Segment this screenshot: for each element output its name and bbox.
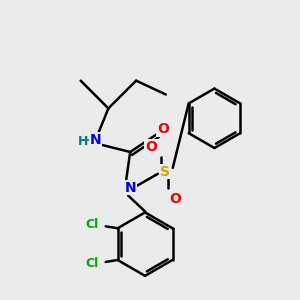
Text: N: N [124, 181, 136, 195]
Text: O: O [145, 140, 157, 154]
Text: H: H [77, 135, 88, 148]
Text: Cl: Cl [85, 257, 98, 270]
Text: O: O [157, 122, 169, 136]
Text: Cl: Cl [85, 218, 98, 231]
Text: N: N [90, 133, 101, 147]
Text: O: O [169, 191, 181, 206]
Text: S: S [160, 165, 170, 179]
